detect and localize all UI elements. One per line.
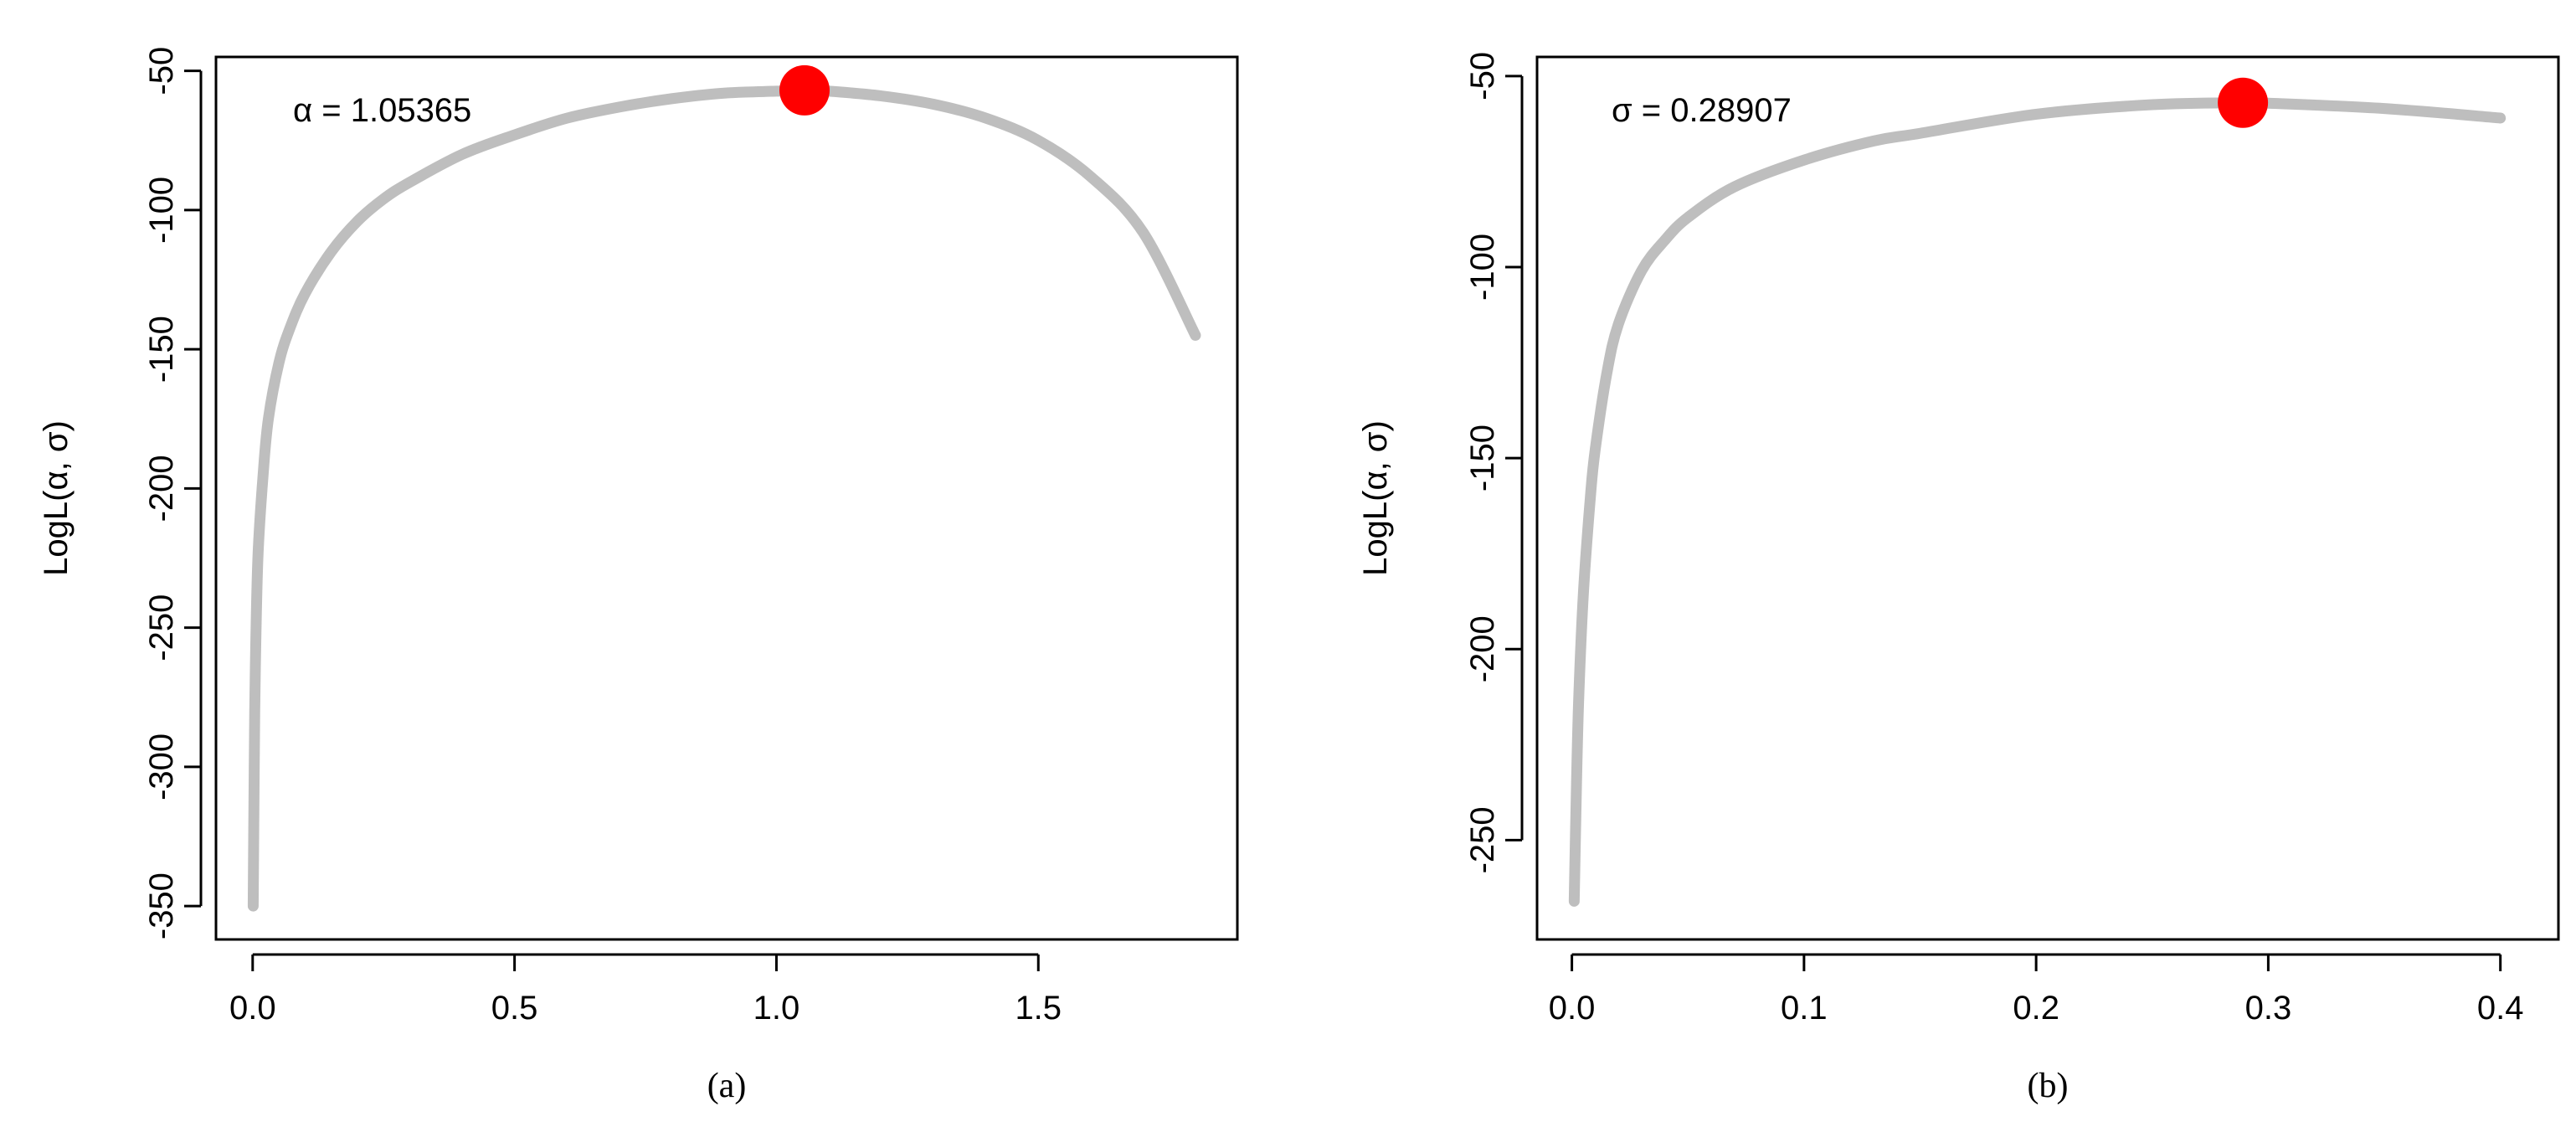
y-tick-label: -250 — [143, 594, 180, 661]
y-tick-label: -250 — [1464, 806, 1501, 873]
y-tick-label: -100 — [143, 177, 180, 244]
annotation-alpha: α = 1.05365 — [293, 92, 471, 129]
x-tick-label: 1.0 — [753, 990, 800, 1027]
plot-frame-b — [1535, 55, 2560, 941]
y-tick-label: -300 — [143, 733, 180, 800]
y-tick-label: -200 — [143, 455, 180, 522]
mle-point-b — [2218, 77, 2269, 128]
y-tick-label: -200 — [1464, 615, 1501, 682]
x-axis-b: 0.0 0.1 0.2 0.3 0.4 — [1549, 953, 2524, 1027]
x-tick-label: 0.1 — [1781, 990, 1828, 1027]
x-tick-label: 0.0 — [229, 990, 276, 1027]
likelihood-curve-a — [247, 85, 1201, 912]
y-tick-label: -50 — [143, 47, 180, 95]
panel-a: -50 -100 -150 -200 -250 -300 -350 0.0 0.5 1.0 1.5… — [38, 47, 1239, 1105]
panel-b: -50 -100 -150 -200 -250 0.0 0.1 0.2 0.3 0.4 σ = … — [1357, 52, 2560, 1105]
likelihood-curve-b — [1568, 96, 2507, 907]
y-axis-b: -50 -100 -150 -200 -250 — [1464, 52, 1524, 873]
y-axis-label-a: LogL(α, σ) — [38, 420, 75, 576]
y-tick-label: -100 — [1464, 234, 1501, 301]
y-axis-a: -50 -100 -150 -200 -250 -300 -350 — [143, 47, 203, 939]
x-tick-label: 1.5 — [1015, 990, 1062, 1027]
x-tick-label: 0.5 — [491, 990, 538, 1027]
x-tick-label: 0.2 — [2013, 990, 2059, 1027]
y-tick-label: -150 — [143, 316, 180, 383]
mle-point-a — [779, 64, 830, 116]
y-tick-label: -50 — [1464, 52, 1501, 100]
x-tick-label: 0.4 — [2477, 990, 2524, 1027]
panel-caption-a: (a) — [707, 1067, 747, 1105]
panel-caption-b: (b) — [2028, 1067, 2069, 1105]
annotation-sigma: σ = 0.28907 — [1612, 92, 1792, 129]
x-axis-a: 0.0 0.5 1.0 1.5 — [229, 953, 1062, 1027]
y-tick-label: -350 — [143, 872, 180, 939]
x-tick-label: 0.3 — [2245, 990, 2292, 1027]
y-axis-label-b: LogL(α, σ) — [1357, 420, 1394, 576]
x-tick-label: 0.0 — [1549, 990, 1596, 1027]
y-tick-label: -150 — [1464, 425, 1501, 491]
plot-frame-a — [214, 55, 1239, 941]
